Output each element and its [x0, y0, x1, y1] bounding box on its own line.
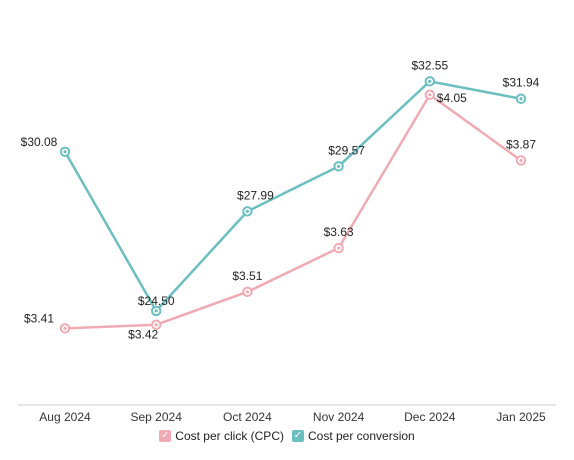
- data-point-center: [519, 97, 523, 101]
- data-point-center: [245, 209, 249, 213]
- data-label: $3.41: [24, 311, 54, 325]
- data-point-center: [428, 93, 432, 97]
- data-point-center: [337, 246, 341, 250]
- series-cpc: [59, 89, 527, 334]
- x-tick-label: Dec 2024: [404, 410, 456, 424]
- data-label: $3.87: [506, 137, 536, 151]
- data-label: $3.51: [232, 269, 262, 283]
- legend-label: Cost per click (CPC): [175, 429, 284, 443]
- checkbox-checked-icon[interactable]: ✓: [291, 430, 304, 442]
- data-label: $3.42: [128, 328, 158, 342]
- data-point-center: [337, 164, 341, 168]
- data-point-center: [154, 323, 158, 327]
- x-tick-label: Nov 2024: [313, 410, 365, 424]
- chart-legend: ✓ Cost per click (CPC) ✓ Cost per conversio…: [0, 429, 574, 443]
- series-line: [64, 93, 522, 330]
- legend-label: Cost per conversion: [307, 429, 415, 443]
- data-label: $31.94: [503, 76, 540, 90]
- x-tick-label: Jan 2025: [496, 410, 546, 424]
- data-label: $27.99: [237, 188, 274, 202]
- legend-item-cpc[interactable]: ✓ Cost per click (CPC): [159, 429, 284, 443]
- series-cost-per-conversion: [59, 76, 527, 317]
- data-point-center: [63, 326, 67, 330]
- data-label: $4.05: [437, 91, 467, 105]
- line-chart: $3.41 $3.42 $3.51 $3.63 $4.05 $3.87 $30.08 $24.…: [18, 58, 556, 424]
- data-label: $30.08: [21, 135, 58, 149]
- data-point-center: [245, 290, 249, 294]
- data-point-center: [519, 158, 523, 163]
- data-label: $24.50: [138, 294, 175, 308]
- data-label: $29.57: [328, 143, 365, 157]
- data-label: $32.55: [411, 58, 448, 72]
- x-tick-label: Oct 2024: [223, 410, 272, 424]
- data-point-center: [428, 79, 432, 83]
- x-tick-label: Aug 2024: [39, 410, 91, 424]
- checkbox-checked-icon[interactable]: ✓: [159, 430, 172, 442]
- legend-item-cost-per-conversion[interactable]: ✓ Cost per conversion: [291, 429, 415, 443]
- series-line: [63, 80, 522, 313]
- x-tick-label: Sep 2024: [131, 410, 183, 424]
- data-point-center: [154, 309, 158, 313]
- data-point-center: [63, 150, 67, 154]
- data-label: $3.63: [324, 225, 354, 239]
